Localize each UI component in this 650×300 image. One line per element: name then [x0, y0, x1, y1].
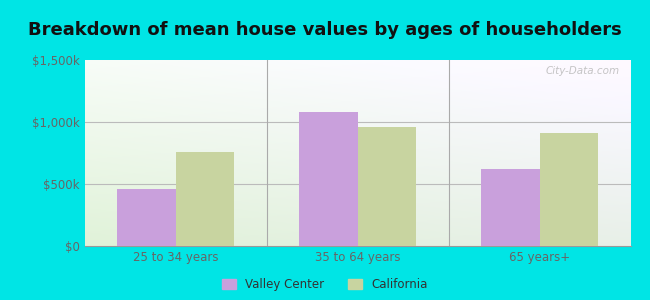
Text: City-Data.com: City-Data.com	[545, 66, 619, 76]
Legend: Valley Center, California: Valley Center, California	[222, 278, 428, 291]
Bar	[358, 127, 416, 246]
Bar	[540, 133, 598, 246]
Bar	[481, 169, 540, 246]
Bar	[176, 152, 234, 246]
Bar	[117, 189, 176, 246]
Text: Breakdown of mean house values by ages of householders: Breakdown of mean house values by ages o…	[28, 21, 622, 39]
Bar	[299, 112, 358, 246]
